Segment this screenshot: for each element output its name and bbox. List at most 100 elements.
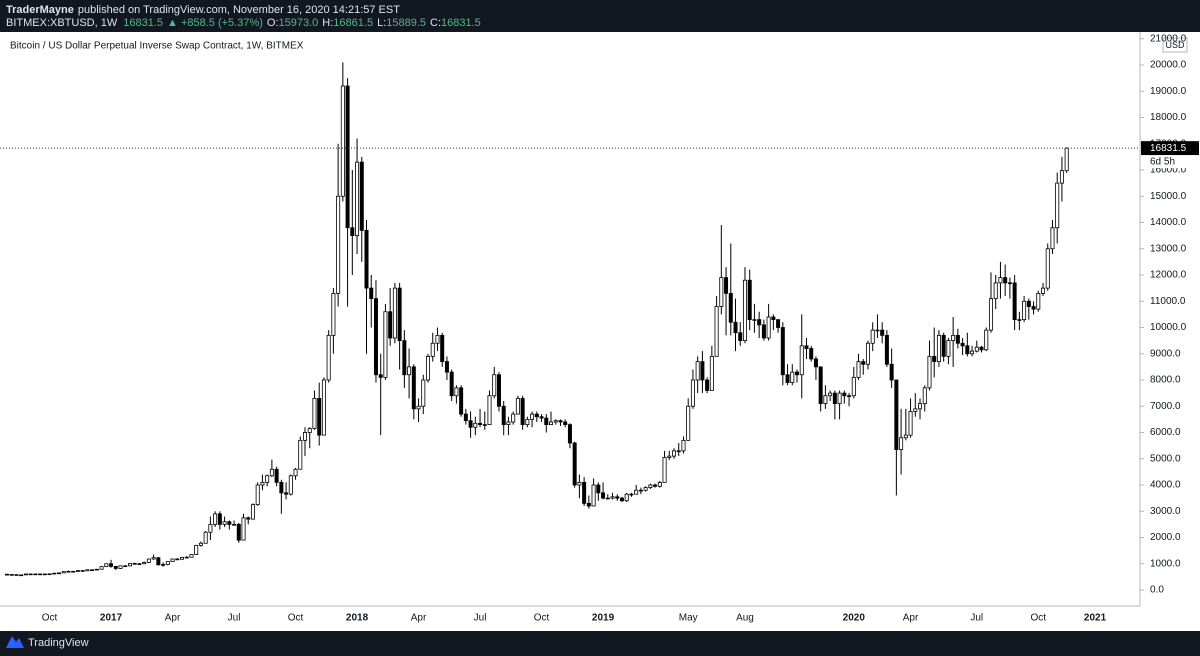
candle-body [217,513,222,525]
currency-box [1162,37,1188,53]
candle-body [1007,282,1012,285]
candle-body [459,387,464,415]
candle-body [407,366,412,376]
candle-body [241,517,246,541]
candle-body [672,450,677,457]
candle-body [558,420,563,423]
candle-body [813,358,818,368]
candle-body [402,340,407,376]
x-tick-label: 2018 [346,613,369,624]
candle-body [265,475,270,483]
candle-body [501,405,506,426]
candle-body [1036,292,1041,310]
footer-bar [0,631,1200,656]
candle-body [279,481,284,494]
candle-body [681,439,686,452]
candle-body [690,379,695,407]
candle-body [383,311,388,378]
candle-body [75,570,80,572]
candle-body [260,481,265,486]
ohlc-key: C: [430,17,441,29]
ohlc-value: 15889.5 [386,17,426,29]
candle-body [766,316,771,339]
publish-line: TraderMayne published on TradingView.com,… [6,4,400,16]
candle-body [1055,182,1060,229]
candle-body [908,411,913,436]
ohlc-key: H: [322,17,333,29]
candle-body [1022,300,1027,321]
candle-body [430,342,435,357]
candle-body [478,422,483,426]
candle-body [757,319,762,326]
candle-body [965,345,970,355]
candle-body [487,395,492,426]
published: published on TradingView.com, November 1… [78,4,400,16]
candle-body [1059,170,1064,184]
candle-body [14,574,19,576]
candle-body [847,395,852,397]
y-tick-label: 20000.0 [1150,60,1187,71]
candle-body [530,413,535,420]
candle-body [57,572,62,575]
candle-body [227,521,232,525]
candle-body [525,418,530,426]
candle-body [99,566,104,570]
ohlc-value: 15973.0 [279,17,319,29]
y-tick-label: 18000.0 [1150,112,1187,123]
candle-body [534,413,539,418]
y-tick-label: 7000.0 [1150,401,1181,412]
candle-body [94,568,99,571]
candle-body [151,557,156,560]
candle-body [842,392,847,397]
candle-body [156,557,161,566]
candle-body [624,493,629,502]
candle-body [170,558,175,563]
candle-body [463,413,468,422]
candle-body [1003,277,1008,284]
x-tick-label: Apr [903,613,919,624]
y-tick-label: 21000.0 [1150,33,1187,44]
candle-body [553,420,558,423]
candle-body [127,563,132,567]
candle-body [161,564,166,566]
candle-body [577,481,582,486]
candle-body [42,573,47,576]
plot [0,62,1140,577]
footer: TradingView [0,631,1200,656]
y-tick-label: 5000.0 [1150,453,1181,464]
candle-body [284,492,289,495]
candle-body [189,554,194,558]
candle-body [222,521,227,525]
x-tick-label: May [679,613,698,624]
candle-body [884,334,889,365]
candle-body [605,497,610,500]
candle-body [397,287,402,342]
candle-body [752,319,757,321]
x-tick-label: Oct [1031,613,1047,624]
last-price: 16831.5 [123,17,163,29]
candle-body [33,573,38,576]
last-price-tag [1141,141,1199,156]
candle-body [695,361,700,381]
countdown-tag [1141,155,1199,169]
x-tick-label: 2021 [1084,613,1107,624]
candle-body [610,496,615,499]
candle-body [9,574,14,576]
y-tick-label: 15000.0 [1150,191,1187,202]
candle-body [903,434,908,439]
candle-body [894,379,899,450]
x-tick-label: Jul [228,613,241,624]
symbol: BITMEX:XBTUSD, 1W [6,17,118,29]
x-tick-label: Jul [474,613,487,624]
candle-body [544,417,549,426]
candle-body [662,457,667,483]
candle-body [970,350,975,355]
candle-body [511,413,516,423]
y-tick-label: 10000.0 [1150,322,1187,333]
candle-body [870,329,875,344]
candle-body [785,374,790,384]
candle-body [880,329,885,336]
x-tick-label: Oct [534,613,550,624]
candle-body [828,392,833,397]
